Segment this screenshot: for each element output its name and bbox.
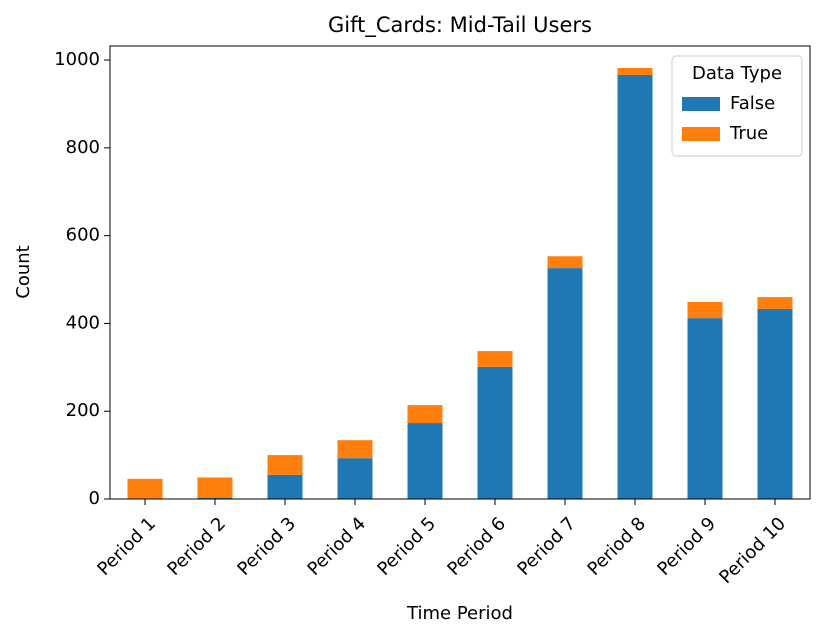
x-tick-label: Period 3: [233, 513, 300, 580]
x-tick-label: Period 1: [93, 513, 160, 580]
bar-segment: [757, 297, 793, 309]
bar-segment: [757, 308, 793, 499]
bar-segment: [547, 268, 583, 499]
y-axis-label: Count: [13, 245, 34, 298]
bar-segment: [197, 477, 233, 498]
y-tick-label: 800: [66, 137, 100, 158]
bar-segment: [337, 458, 373, 499]
bar-segment: [337, 440, 373, 459]
legend-label: True: [729, 123, 768, 144]
x-tick-label: Period 2: [163, 513, 230, 580]
y-tick-label: 200: [66, 400, 100, 421]
plot-frame: [109, 45, 811, 500]
y-tick-label: 1000: [54, 49, 100, 70]
bar-segment: [127, 478, 163, 499]
x-tick-label: Period 4: [303, 513, 370, 580]
x-tick-label: Period 7: [513, 513, 580, 580]
bar-segment: [407, 405, 443, 424]
bar-segment: [407, 423, 443, 499]
chart-title: Gift_Cards: Mid-Tail Users: [328, 13, 592, 38]
bar-segment: [477, 351, 513, 367]
bar-segment: [197, 497, 233, 499]
x-tick-label: Period 8: [583, 513, 650, 580]
bar-segment: [477, 366, 513, 499]
bar-segment: [267, 455, 303, 475]
legend-title: Data Type: [692, 63, 782, 84]
bar-segment: [547, 256, 583, 269]
bar-segment: [687, 318, 723, 499]
x-axis-label: Time Period: [406, 603, 513, 624]
legend-swatch: [682, 97, 720, 111]
x-tick-label: Period 9: [653, 513, 720, 580]
bar-segment: [267, 474, 303, 499]
y-tick-label: 600: [66, 225, 100, 246]
bar-segment: [617, 67, 653, 75]
bar-segment: [617, 74, 653, 499]
y-tick-label: 400: [66, 312, 100, 333]
x-tick-label: Period 6: [443, 513, 510, 580]
x-tick-label: Period 10: [715, 513, 790, 588]
legend-label: False: [730, 93, 775, 114]
x-tick-label: Period 5: [373, 513, 440, 580]
bar-segment: [687, 301, 723, 319]
legend-swatch: [682, 127, 720, 141]
y-tick-label: 0: [89, 488, 100, 509]
